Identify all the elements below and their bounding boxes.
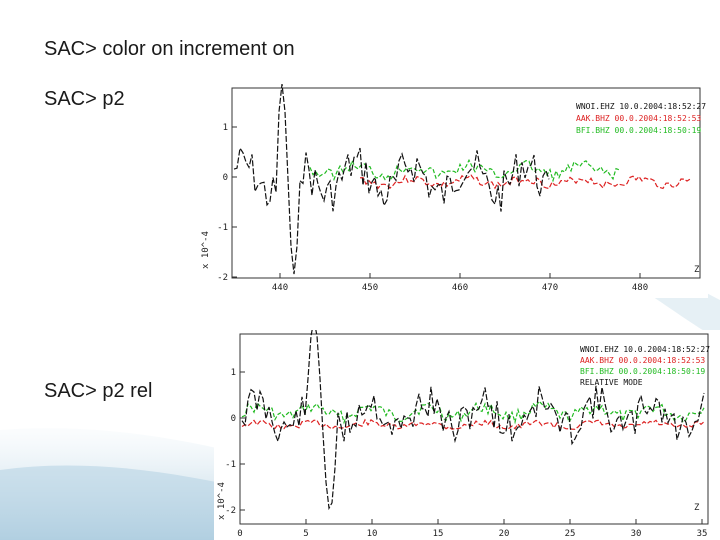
x-tick-label: 10 xyxy=(367,529,378,539)
y-tick-label: -2 xyxy=(225,506,236,516)
legend-entry-bfi: BFI.BHZ 00.0.2004:18:50:19 xyxy=(580,367,705,376)
y-tick-label: 1 xyxy=(231,368,236,378)
y-axis-label: x 10^-4 xyxy=(201,231,211,269)
x-tick-label: 0 xyxy=(237,529,242,539)
x-tick-label: 25 xyxy=(565,529,576,539)
command-color-increment: SAC> color on increment on xyxy=(44,38,295,60)
y-tick-label: 1 xyxy=(223,123,228,133)
trace-bfi-bhz xyxy=(241,400,705,425)
legend-entry-aak: AAK.BHZ 00.0.2004:18:52:53 xyxy=(576,114,701,123)
y-axis-label: x 10^-4 xyxy=(217,482,227,520)
command-p2-rel: SAC> p2 rel xyxy=(44,380,153,402)
x-tick-label: 35 xyxy=(697,529,708,539)
trace-aak-bhz xyxy=(359,174,691,190)
x-tick-label: 450 xyxy=(362,283,378,293)
plot-frame xyxy=(239,333,709,525)
legend-relative-mode: RELATIVE MODE xyxy=(580,378,643,387)
trace-wnoi-ehz xyxy=(233,84,550,275)
trace-wnoi-ehz xyxy=(241,330,705,511)
y-tick-label: 0 xyxy=(223,173,228,183)
plot-frame xyxy=(231,87,701,279)
legend-entry-wnoi: WNOI.EHZ 10.0.2004:18:52:27 xyxy=(576,102,706,111)
x-tick-label: 470 xyxy=(542,283,558,293)
legend-entry-aak: AAK.BHZ 00.0.2004:18:52:53 xyxy=(580,356,705,365)
x-tick-label: 460 xyxy=(452,283,468,293)
command-p2: SAC> p2 xyxy=(44,88,125,110)
legend-entry-wnoi: WNOI.EHZ 10.0.2004:18:52:27 xyxy=(580,345,710,354)
x-tick-label: 440 xyxy=(272,283,288,293)
x-tick-label: 30 xyxy=(631,529,642,539)
seismogram-plot-absolute: 1 0 -1 -2 440 450 460 470 480 x 10^-4 Z WNOI.EH… xyxy=(200,84,708,298)
y-tick-label: -1 xyxy=(225,460,236,470)
corner-component-label: Z xyxy=(694,265,700,275)
trace-bfi-bhz xyxy=(309,158,620,183)
legend-entry-bfi: BFI.BHZ 00.0.2004:18:50:19 xyxy=(576,126,701,135)
x-tick-label: 20 xyxy=(499,529,510,539)
y-tick-label: 0 xyxy=(231,414,236,424)
x-tick-label: 15 xyxy=(433,529,444,539)
corner-component-label: Z xyxy=(694,503,700,513)
x-tick-label: 480 xyxy=(632,283,648,293)
y-tick-label: -1 xyxy=(217,223,228,233)
x-tick-label: 5 xyxy=(303,529,308,539)
trace-aak-bhz xyxy=(241,418,705,430)
y-tick-label: -2 xyxy=(217,273,228,283)
